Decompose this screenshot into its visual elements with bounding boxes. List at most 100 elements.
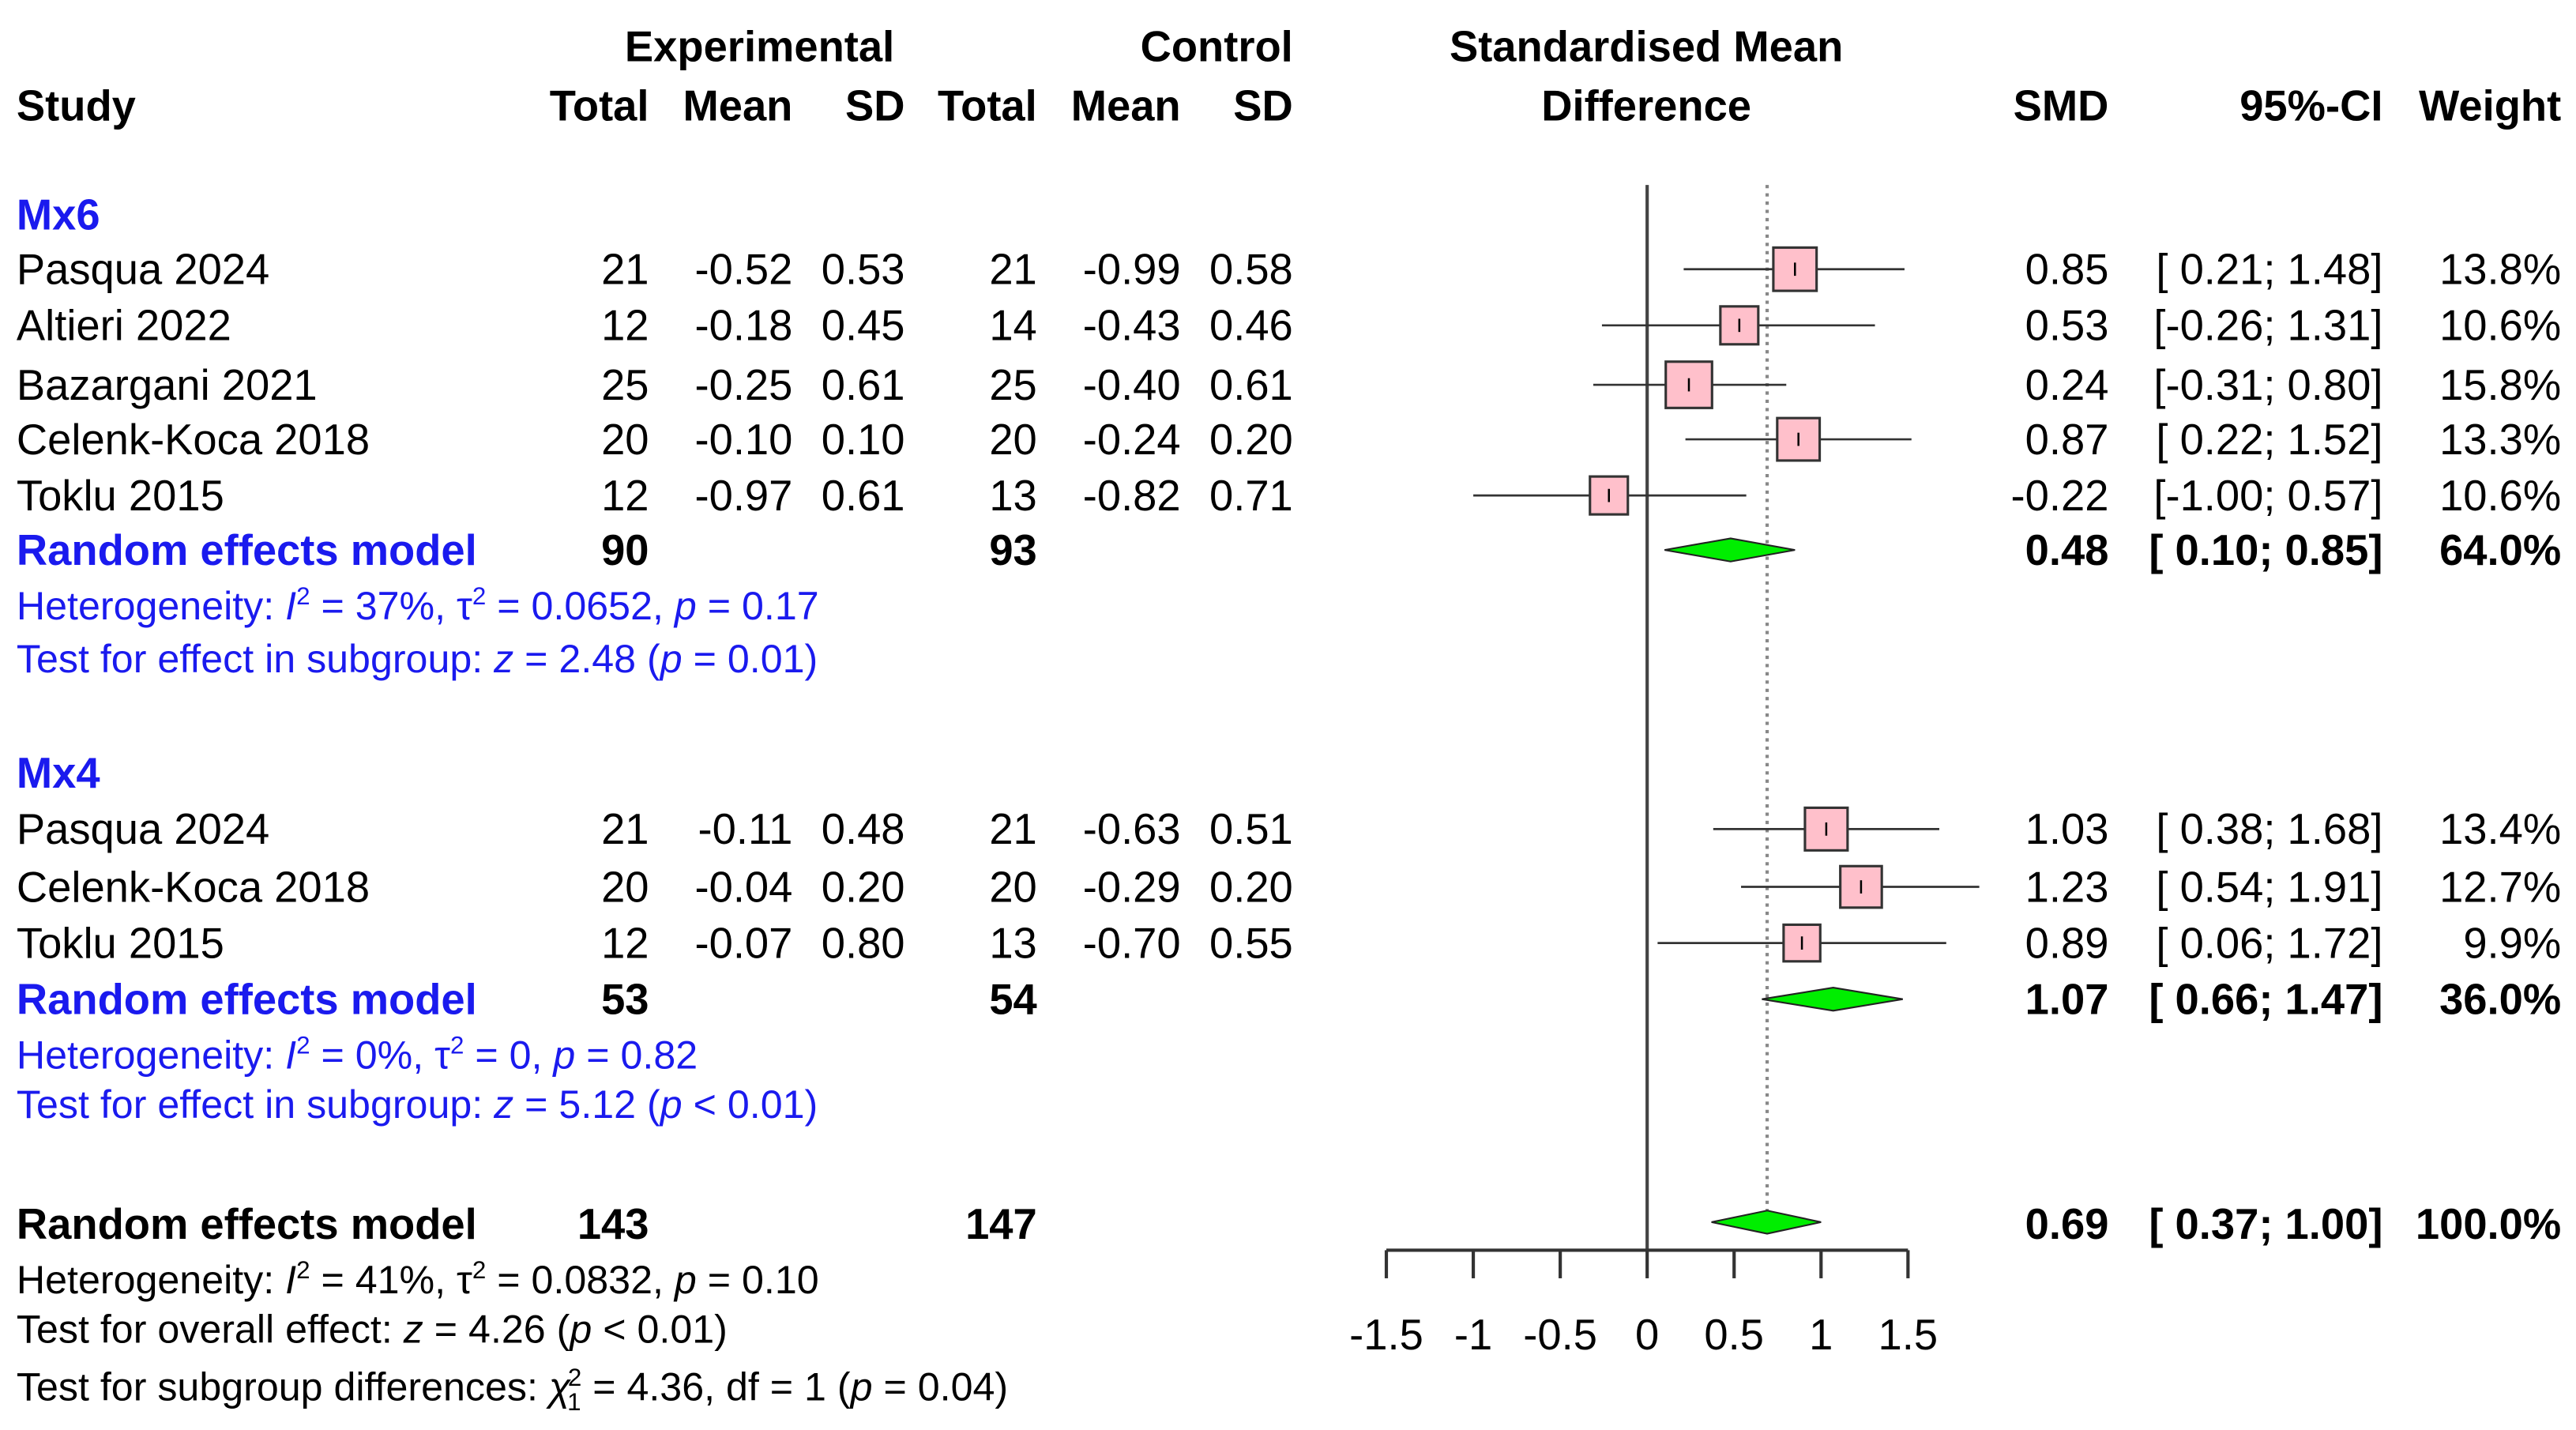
sep: = xyxy=(423,1308,469,1353)
het-label: Heterogeneity: xyxy=(16,1033,275,1079)
i-symbol: I xyxy=(285,1033,297,1079)
smd-value: 0.85 xyxy=(2025,244,2109,295)
sep: ) xyxy=(804,1083,818,1128)
study-name: Toklu 2015 xyxy=(16,918,224,968)
p-value: 0.10 xyxy=(741,1258,819,1304)
subgroup-test-label: Test for subgroup differences: xyxy=(16,1365,538,1411)
z-symbol: z xyxy=(403,1308,423,1353)
sep: , τ xyxy=(434,1258,472,1304)
sep xyxy=(626,1308,637,1353)
subgroup-pooled-diamond xyxy=(1664,537,1796,563)
ctrl-sd: 0.71 xyxy=(1209,470,1293,521)
sep: = xyxy=(696,585,742,630)
chi-symbol: χ xyxy=(548,1365,571,1411)
ci-value: [ 0.21; 1.48] xyxy=(2156,244,2383,295)
test-effect-text: Test for overall effect: z = 4.26 (p < 0… xyxy=(17,1307,728,1357)
sep xyxy=(538,1366,549,1410)
p-symbol: p xyxy=(660,1083,683,1128)
p-value: 0.01 xyxy=(727,637,805,683)
sup: 2 xyxy=(449,1032,464,1061)
sep: = xyxy=(513,1083,559,1128)
sep xyxy=(483,638,494,682)
x-axis-tick-label: 0.5 xyxy=(1704,1309,1765,1360)
exp-sd: 0.61 xyxy=(821,359,905,410)
p-symbol: p xyxy=(660,637,683,683)
study-name: Bazargani 2021 xyxy=(16,359,318,410)
model-weight: 100.0% xyxy=(2415,1199,2562,1249)
smd-value: 0.53 xyxy=(2025,300,2109,351)
weight-value: 12.7% xyxy=(2439,862,2562,912)
ci-value: [-0.31; 0.80] xyxy=(2153,359,2383,410)
sep: ( xyxy=(825,1365,851,1411)
sep: , xyxy=(531,1033,554,1079)
ctrl-total: 21 xyxy=(989,804,1037,854)
study-name: Toklu 2015 xyxy=(16,470,224,521)
sep: = xyxy=(486,585,532,630)
model-label: Random effects model xyxy=(16,1199,477,1249)
heterogeneity-text: Heterogeneity: I2 = 0%, τ2 = 0, p = 0.82 xyxy=(17,1033,698,1082)
header-smd-title: Standardised Mean xyxy=(1449,21,1844,71)
ctrl-mean: -0.40 xyxy=(1082,359,1181,410)
weight-value: 13.8% xyxy=(2439,244,2562,295)
exp-sd: 0.61 xyxy=(821,470,905,521)
subgroup-differences-text: Test for subgroup differences: χ12 = 4.3… xyxy=(16,1364,1008,1417)
heterogeneity-text: Heterogeneity: I2 = 41%, τ2 = 0.0832, p … xyxy=(17,1257,819,1307)
sep: = xyxy=(310,1258,355,1304)
ctrl-total: 21 xyxy=(989,244,1037,295)
exp-mean: -0.04 xyxy=(694,862,793,912)
p-value: 0.82 xyxy=(620,1033,698,1079)
test-label: Test for overall effect: xyxy=(16,1308,393,1353)
smd-value: -0.22 xyxy=(2010,470,2109,521)
x-axis-tick-label: 0 xyxy=(1635,1309,1660,1360)
ctrl-mean: -0.24 xyxy=(1082,414,1181,465)
weight-value: 10.6% xyxy=(2439,470,2562,521)
z-symbol: z xyxy=(494,1083,514,1128)
sup: 2 xyxy=(472,582,487,612)
exp-sd: 0.48 xyxy=(821,804,905,854)
ctrl-sd: 0.20 xyxy=(1209,414,1293,465)
header-smd: SMD xyxy=(2013,81,2109,131)
model-ci: [ 0.37; 1.00] xyxy=(2149,1199,2383,1249)
ctrl-mean: -0.70 xyxy=(1082,918,1181,968)
ctrl-total: 20 xyxy=(989,414,1037,465)
smd-value: 1.23 xyxy=(2025,862,2109,912)
exp-total: 12 xyxy=(601,918,649,968)
sup: 2 xyxy=(296,582,310,612)
ctrl-total: 13 xyxy=(989,470,1037,521)
ci-value: [ 0.38; 1.68] xyxy=(2156,804,2383,854)
ci-value: [ 0.22; 1.52] xyxy=(2156,414,2383,465)
exp-mean: -0.11 xyxy=(698,804,793,854)
sep: = xyxy=(696,1258,742,1304)
weight-value: 10.6% xyxy=(2439,300,2562,351)
i2-value: 37% xyxy=(355,585,435,630)
tau2-value: 0.0652 xyxy=(531,585,652,630)
exp-total: 20 xyxy=(601,414,649,465)
sub: 1 xyxy=(567,1389,581,1417)
header-experimental: Experimental xyxy=(624,21,895,71)
model-ctrl-total: 147 xyxy=(965,1199,1037,1249)
sep: , xyxy=(652,585,675,630)
model-ci: [ 0.10; 0.85] xyxy=(2149,525,2383,575)
exp-total: 20 xyxy=(601,862,649,912)
header-exp-total: Total xyxy=(549,81,649,131)
p-operator: = xyxy=(693,637,716,683)
model-exp-total: 53 xyxy=(601,974,649,1025)
sup: 2 xyxy=(472,1256,487,1285)
subgroup-heading: Mx4 xyxy=(16,747,100,798)
sep: , τ xyxy=(412,1033,450,1079)
sep: ) xyxy=(714,1308,728,1353)
model-label: Random effects model xyxy=(16,974,477,1025)
ctrl-sd: 0.58 xyxy=(1209,244,1293,295)
exp-sd: 0.80 xyxy=(821,918,905,968)
sep: = xyxy=(464,1033,510,1079)
header-ctrl-sd: SD xyxy=(1233,81,1293,131)
study-name: Altieri 2022 xyxy=(16,300,231,351)
model-smd: 1.07 xyxy=(2025,974,2109,1025)
ci-value: [ 0.54; 1.91] xyxy=(2156,862,2383,912)
p-value: 0.04 xyxy=(917,1365,995,1411)
model-smd: 0.48 xyxy=(2025,525,2109,575)
model-exp-total: 90 xyxy=(601,525,649,575)
p-operator: < xyxy=(693,1083,716,1128)
model-ci: [ 0.66; 1.47] xyxy=(2149,974,2383,1025)
ctrl-sd: 0.55 xyxy=(1209,918,1293,968)
